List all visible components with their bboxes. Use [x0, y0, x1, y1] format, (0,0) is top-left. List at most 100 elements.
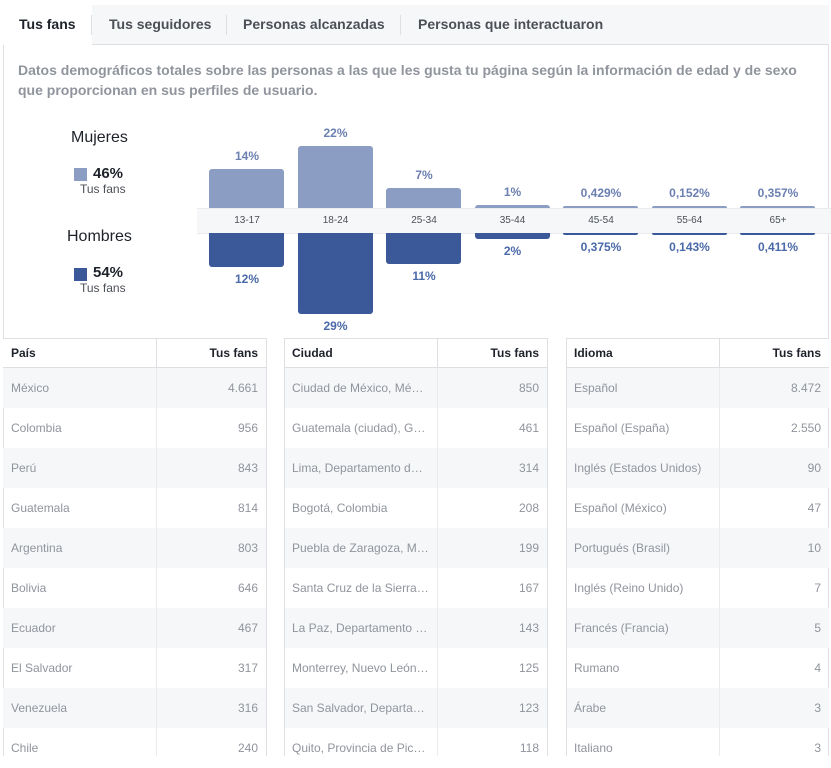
- row-value: 850: [518, 381, 539, 395]
- legend-women-swatch: [74, 168, 87, 181]
- row-value: 118: [519, 741, 539, 755]
- row-name: Guatemala (ciudad), G…: [292, 421, 426, 435]
- table-row: Puebla de Zaragoza, M… 199: [284, 528, 547, 568]
- tab-divider: [226, 15, 227, 35]
- row-name: Perú: [11, 461, 37, 475]
- row-value: 467: [237, 621, 258, 635]
- row-name: San Salvador, Departa…: [292, 701, 425, 715]
- column-header-name[interactable]: Idioma: [574, 346, 613, 360]
- table-row: La Paz, Departamento … 143: [284, 608, 547, 648]
- table-row: Guatemala (ciudad), G… 461: [284, 408, 547, 448]
- age-label-65+: 65+: [769, 215, 787, 226]
- row-value: 208: [518, 501, 539, 515]
- table-row: Bolivia 646: [3, 568, 266, 608]
- row-value: 7: [814, 581, 821, 595]
- row-name: La Paz, Departamento …: [292, 621, 428, 635]
- table-row: Guatemala 814: [3, 488, 266, 528]
- column-header-fans[interactable]: Tus fans: [772, 346, 821, 360]
- bar-label-men-45-54: 0,375%: [580, 240, 622, 254]
- bar-label-men-25-34: 11%: [412, 268, 436, 283]
- row-name: Puebla de Zaragoza, M…: [292, 541, 429, 555]
- row-value: 646: [237, 581, 258, 595]
- bar-women-25-34[interactable]: [386, 188, 461, 208]
- bar-women-13-17[interactable]: [209, 168, 284, 208]
- table-row: Perú 843: [3, 448, 266, 488]
- table-row: Inglés (Reino Unido) 7: [566, 568, 829, 608]
- table-row: El Salvador 317: [3, 648, 266, 688]
- bar-label-men-65+: 0,411%: [757, 240, 799, 254]
- language-table: Idioma Tus fans Español 8.472 Español (Españ…: [566, 338, 829, 756]
- row-value: 240: [237, 741, 258, 755]
- column-header-fans[interactable]: Tus fans: [490, 346, 539, 360]
- bar-men-18-24[interactable]: [297, 233, 373, 315]
- tab-personas-alcanzadas[interactable]: Personas alcanzadas: [243, 16, 385, 32]
- legend-women-title: Mujeres: [71, 129, 128, 146]
- bar-men-65+[interactable]: [740, 233, 815, 235]
- row-value: 317: [237, 661, 258, 675]
- bar-label-women-45-54: 0,429%: [580, 186, 622, 200]
- bar-label-men-55-64: 0,143%: [669, 240, 710, 254]
- table-row: Árabe 3: [566, 688, 829, 728]
- row-name: Quito, Provincia de Pic…: [292, 741, 426, 755]
- row-name: Venezuela: [11, 701, 68, 715]
- row-name: Portugués (Brasil): [574, 541, 671, 555]
- bar-women-55-64[interactable]: [651, 206, 727, 208]
- table-row: Bogotá, Colombia 208: [284, 488, 547, 528]
- bar-women-18-24[interactable]: [297, 146, 373, 208]
- row-value: 814: [237, 501, 258, 515]
- row-name: Ecuador: [11, 621, 56, 635]
- column-header-fans[interactable]: Tus fans: [209, 346, 258, 360]
- row-value: 316: [237, 701, 258, 715]
- table-divider: [266, 338, 267, 756]
- bar-label-men-13-17: 12%: [234, 271, 260, 286]
- bar-men-13-17[interactable]: [209, 233, 284, 267]
- row-value: 125: [518, 661, 539, 675]
- bar-label-women-35-44: 1%: [503, 185, 522, 200]
- column-header-name[interactable]: Ciudad: [292, 346, 333, 360]
- page-description: Datos demográficos totales sobre las per…: [18, 62, 797, 98]
- table-row: Ciudad de México, Mé… 850: [284, 368, 547, 408]
- age-label-13-17: 13-17: [234, 215, 260, 226]
- bar-women-65+[interactable]: [740, 206, 815, 208]
- row-value: 3: [814, 741, 821, 755]
- age-label-25-34: 25-34: [411, 215, 437, 226]
- table-header: País Tus fans: [3, 338, 266, 368]
- row-value: 90: [807, 461, 821, 475]
- bar-men-45-54[interactable]: [563, 233, 638, 235]
- row-name: Francés (Francia): [574, 621, 669, 635]
- tab-personas-interactuaron[interactable]: Personas que interactuaron: [418, 16, 604, 32]
- bar-men-55-64[interactable]: [651, 233, 727, 235]
- row-name: Español: [574, 381, 618, 395]
- age-label-45-54: 45-54: [588, 215, 614, 226]
- bar-men-35-44[interactable]: [474, 233, 550, 239]
- age-label-18-24: 18-24: [322, 215, 349, 226]
- row-name: Argentina: [11, 541, 63, 555]
- column-divider: [719, 368, 720, 756]
- tab-tus-seguidores[interactable]: Tus seguidores: [109, 16, 212, 32]
- row-name: Español (España): [574, 421, 670, 435]
- table-row: México 4.661: [3, 368, 266, 408]
- bar-women-45-54[interactable]: [563, 206, 638, 208]
- row-name: Guatemala: [11, 501, 70, 515]
- row-name: El Salvador: [11, 661, 73, 675]
- tab-divider: [400, 15, 401, 35]
- legend-women-pct: 46%: [93, 165, 124, 182]
- bar-label-women-18-24: 22%: [323, 126, 348, 141]
- table-row: Ecuador 467: [3, 608, 266, 648]
- table-row: Italiano 3: [566, 728, 829, 768]
- age-gender-chart: 14% 12% 13-17 22% 29% 18-24 7% 11% 25-34 1% 2% 35-4…: [197, 115, 831, 340]
- table-row: Argentina 803: [3, 528, 266, 568]
- table-row: Lima, Departamento d… 314: [284, 448, 547, 488]
- column-divider: [156, 368, 157, 756]
- bar-men-25-34[interactable]: [386, 233, 461, 264]
- row-name: Colombia: [11, 421, 62, 435]
- tab-tus-fans[interactable]: Tus fans: [3, 5, 92, 45]
- bar-women-35-44[interactable]: [474, 205, 550, 208]
- bar-label-women-65+: 0,357%: [757, 186, 799, 200]
- bar-label-women-25-34: 7%: [415, 168, 433, 183]
- row-name: Italiano: [574, 741, 613, 755]
- row-value: 956: [237, 421, 258, 435]
- row-value: 8.472: [790, 381, 821, 395]
- age-label-35-44: 35-44: [499, 215, 526, 226]
- column-header-name[interactable]: País: [11, 346, 36, 360]
